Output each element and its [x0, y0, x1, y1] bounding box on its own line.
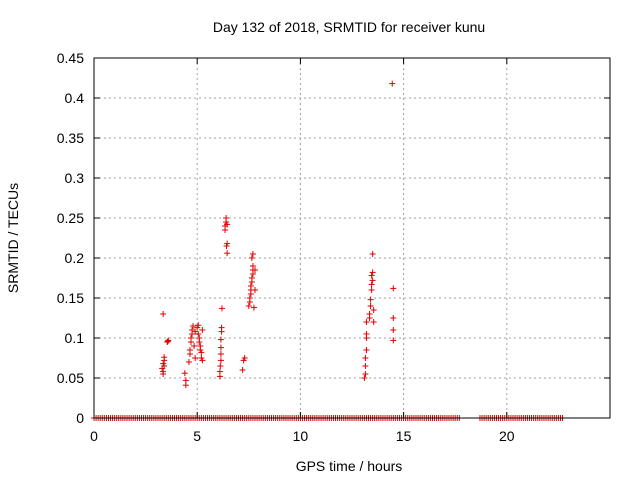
data-point	[192, 328, 199, 335]
data-point	[249, 251, 256, 257]
data-point	[198, 349, 205, 356]
data-point	[182, 382, 189, 389]
data-point	[217, 344, 224, 351]
data-point	[249, 263, 256, 269]
data-point	[369, 277, 376, 284]
data-point	[248, 255, 255, 261]
data-point	[366, 311, 373, 317]
x-tick-labels: 0 5 10 15 20	[90, 428, 515, 444]
data-point	[199, 327, 206, 333]
y-tick-label: 0.05	[57, 370, 84, 386]
y-tick-label: 0.35	[57, 130, 84, 146]
data-point	[185, 359, 192, 365]
data-point	[217, 357, 224, 364]
chart-title: Day 132 of 2018, SRMTID for receiver kun…	[213, 19, 485, 35]
y-tick-label: 0.1	[65, 330, 85, 346]
data-point	[224, 250, 231, 257]
data-points	[159, 80, 397, 389]
data-point	[217, 336, 224, 343]
x-tick-label: 5	[193, 428, 201, 444]
data-point	[218, 324, 225, 331]
data-point	[362, 363, 369, 369]
data-point	[390, 327, 397, 333]
data-point	[390, 285, 397, 292]
y-tick-label: 0.3	[65, 170, 85, 186]
data-point	[368, 281, 375, 288]
data-point	[191, 343, 198, 349]
x-axis-title: GPS time / hours	[296, 458, 403, 474]
data-point	[389, 80, 396, 87]
data-point	[367, 303, 374, 309]
data-point	[248, 275, 255, 281]
y-axis-title: SRMTID / TECUs	[5, 183, 21, 293]
data-point	[216, 368, 223, 375]
x-tick-label: 15	[396, 428, 412, 444]
data-point	[362, 355, 369, 361]
y-tick-label: 0.45	[57, 50, 84, 66]
data-point	[363, 319, 370, 325]
axis-ticks	[93, 57, 610, 419]
data-point	[247, 283, 254, 289]
y-tick-label: 0	[76, 410, 84, 426]
y-tick-label: 0.15	[57, 290, 84, 306]
data-point	[363, 331, 370, 337]
data-point	[361, 375, 368, 381]
x-tick-label: 20	[499, 428, 515, 444]
data-point	[369, 269, 376, 276]
data-point	[246, 295, 253, 301]
data-point	[195, 322, 202, 329]
data-point	[189, 327, 196, 333]
data-point	[192, 355, 199, 361]
data-point	[217, 351, 224, 357]
data-point	[223, 215, 230, 221]
data-point	[160, 368, 167, 375]
data-point	[239, 367, 246, 373]
x-tick-label: 0	[90, 428, 98, 444]
data-point	[224, 240, 231, 247]
data-point	[390, 337, 397, 344]
data-point	[251, 267, 258, 273]
data-point	[241, 355, 248, 361]
y-tick-label: 0.4	[65, 90, 85, 106]
x-tick-label: 10	[293, 428, 309, 444]
data-point	[363, 347, 370, 353]
data-point	[181, 370, 188, 377]
data-point	[370, 307, 377, 313]
data-point	[390, 315, 397, 321]
data-point	[190, 323, 197, 329]
data-point	[195, 331, 202, 337]
data-point	[160, 311, 167, 317]
data-point	[251, 287, 258, 293]
data-point	[161, 363, 168, 369]
data-point	[245, 303, 252, 309]
data-point	[362, 371, 369, 377]
grid-layer	[94, 58, 610, 418]
data-point	[188, 335, 195, 341]
data-point	[250, 304, 257, 311]
data-point	[218, 305, 225, 312]
data-point	[369, 251, 376, 257]
data-point	[199, 357, 206, 364]
data-point	[196, 339, 203, 345]
plot-frame	[93, 57, 611, 419]
y-tick-label: 0.25	[57, 210, 84, 226]
data-point	[368, 287, 375, 293]
data-point	[161, 354, 168, 361]
data-point	[186, 347, 193, 353]
data-point	[164, 338, 171, 345]
data-point	[370, 319, 377, 325]
data-point	[367, 296, 374, 303]
data-point	[217, 363, 224, 369]
data-point	[224, 221, 231, 228]
data-point	[368, 272, 375, 279]
y-tick-labels: 0 0.05 0.1 0.15 0.2 0.25 0.3 0.35 0.4 0.45	[57, 50, 84, 426]
y-tick-label: 0.2	[65, 250, 85, 266]
